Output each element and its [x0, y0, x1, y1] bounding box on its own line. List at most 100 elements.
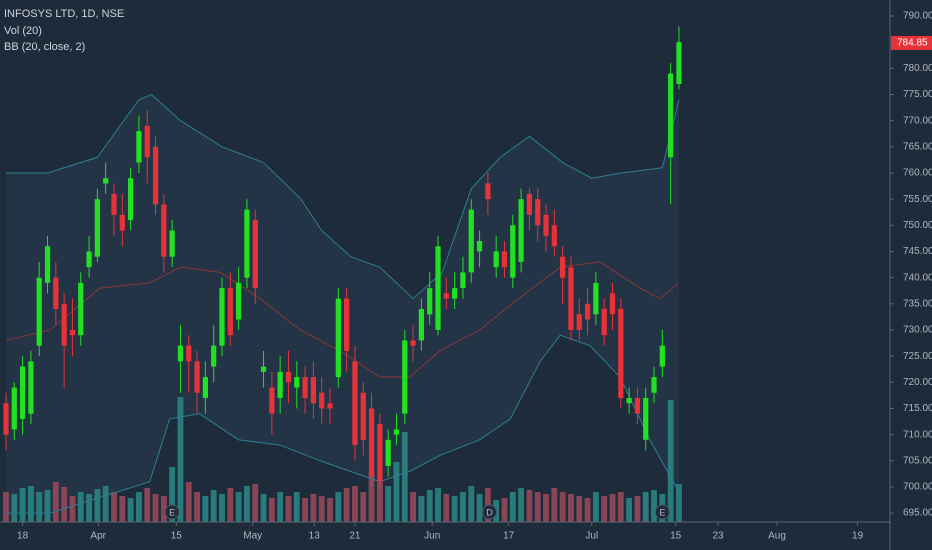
y-tick-label: 725.00 [903, 351, 932, 362]
candle-body [285, 371, 292, 383]
candle-body [302, 377, 308, 398]
candle-body [310, 377, 317, 404]
volume-bar [576, 496, 583, 522]
candle-body [460, 272, 466, 289]
volume-bar [476, 494, 483, 522]
candle-body [626, 397, 632, 404]
volume-bar [11, 494, 18, 522]
volume-bar [144, 488, 151, 522]
x-tick-label: May [243, 531, 262, 542]
candle-body [476, 241, 483, 252]
candle-body [127, 178, 134, 221]
y-tick-label: 750.00 [903, 220, 932, 231]
event-marker [482, 504, 498, 520]
candle-body [86, 251, 92, 268]
candle-body [443, 293, 449, 299]
candle-body [11, 387, 17, 430]
volume-bar [19, 488, 26, 522]
candle-body [211, 345, 217, 367]
candle-body [69, 329, 76, 336]
volume-bar [177, 397, 184, 522]
candle-body [526, 193, 533, 215]
event-label: D [486, 507, 493, 517]
candle-body [551, 225, 557, 247]
volume-bar [327, 498, 333, 522]
candle-body [676, 42, 682, 85]
volume-bar [260, 494, 267, 522]
candle-body [518, 199, 524, 262]
candle-body [427, 288, 433, 315]
volume-bar [169, 467, 176, 522]
candle-body [634, 397, 641, 414]
y-tick-label: 790.00 [903, 11, 932, 22]
candle-body [393, 429, 400, 435]
volume-bar [61, 487, 68, 522]
y-tick-label: 710.00 [903, 429, 932, 440]
volume-bar [268, 498, 275, 522]
volume-bar [468, 486, 475, 522]
volume-bar [194, 492, 200, 522]
x-tick-label: 15 [670, 531, 682, 542]
volume-bar [609, 494, 616, 522]
volume-bar [160, 496, 167, 522]
candle-body [177, 345, 184, 362]
volume-bar [277, 492, 284, 522]
volume-bar [376, 482, 383, 522]
volume-bar [244, 486, 250, 522]
x-tick-label: 19 [852, 531, 864, 542]
candle-body [593, 282, 599, 315]
y-tick-label: 695.00 [903, 508, 932, 519]
volume-bar [676, 484, 682, 522]
x-tick-label: 13 [309, 531, 321, 542]
y-tick-label: 765.00 [903, 141, 932, 152]
candle-body [368, 408, 375, 477]
candle-body [152, 146, 159, 205]
x-tick-label: 21 [349, 531, 361, 542]
candle-body [319, 392, 325, 409]
volume-bar [559, 492, 566, 522]
candle-body [244, 209, 250, 278]
volume-bar [526, 490, 533, 522]
candle-body [510, 225, 516, 278]
candle-body [493, 251, 499, 268]
event-label: E [169, 507, 175, 517]
volume-bar [3, 492, 9, 522]
volume-bar [119, 496, 126, 522]
candle-body [327, 403, 333, 409]
volume-bar [94, 489, 101, 522]
volume-bar [352, 486, 358, 522]
candle-body [576, 314, 582, 330]
volume-bar [343, 488, 350, 522]
volume-bar [335, 492, 342, 522]
last-price-box [891, 35, 932, 50]
candle-body [435, 246, 441, 330]
candle-body [410, 340, 416, 346]
volume-bar [310, 494, 317, 522]
candle-body [194, 361, 200, 393]
band-fill [5, 94, 679, 514]
volume-bar [202, 496, 209, 522]
candle-body [277, 371, 283, 398]
volume-bar [27, 486, 34, 522]
volume-bar [401, 432, 408, 522]
candle-body [360, 392, 366, 440]
candle-body [227, 288, 233, 336]
bollinger-line [5, 93, 680, 300]
candle-body [53, 277, 59, 310]
y-tick-label: 745.00 [903, 246, 932, 257]
y-tick-label: 715.00 [903, 403, 932, 414]
y-tick-label: 760.00 [903, 168, 932, 179]
y-tick-label: 755.00 [903, 194, 932, 205]
volume-bar [410, 492, 417, 522]
volume-bar [584, 498, 591, 522]
volume-bar [642, 492, 649, 522]
bollinger-line [5, 261, 680, 378]
candle-body [111, 193, 117, 215]
candle-body [643, 397, 649, 440]
y-tick-label: 775.00 [903, 89, 932, 100]
candle-body [385, 439, 391, 467]
volume-bar [36, 492, 43, 522]
volume-bar [69, 496, 76, 522]
event-label: E [659, 507, 665, 517]
